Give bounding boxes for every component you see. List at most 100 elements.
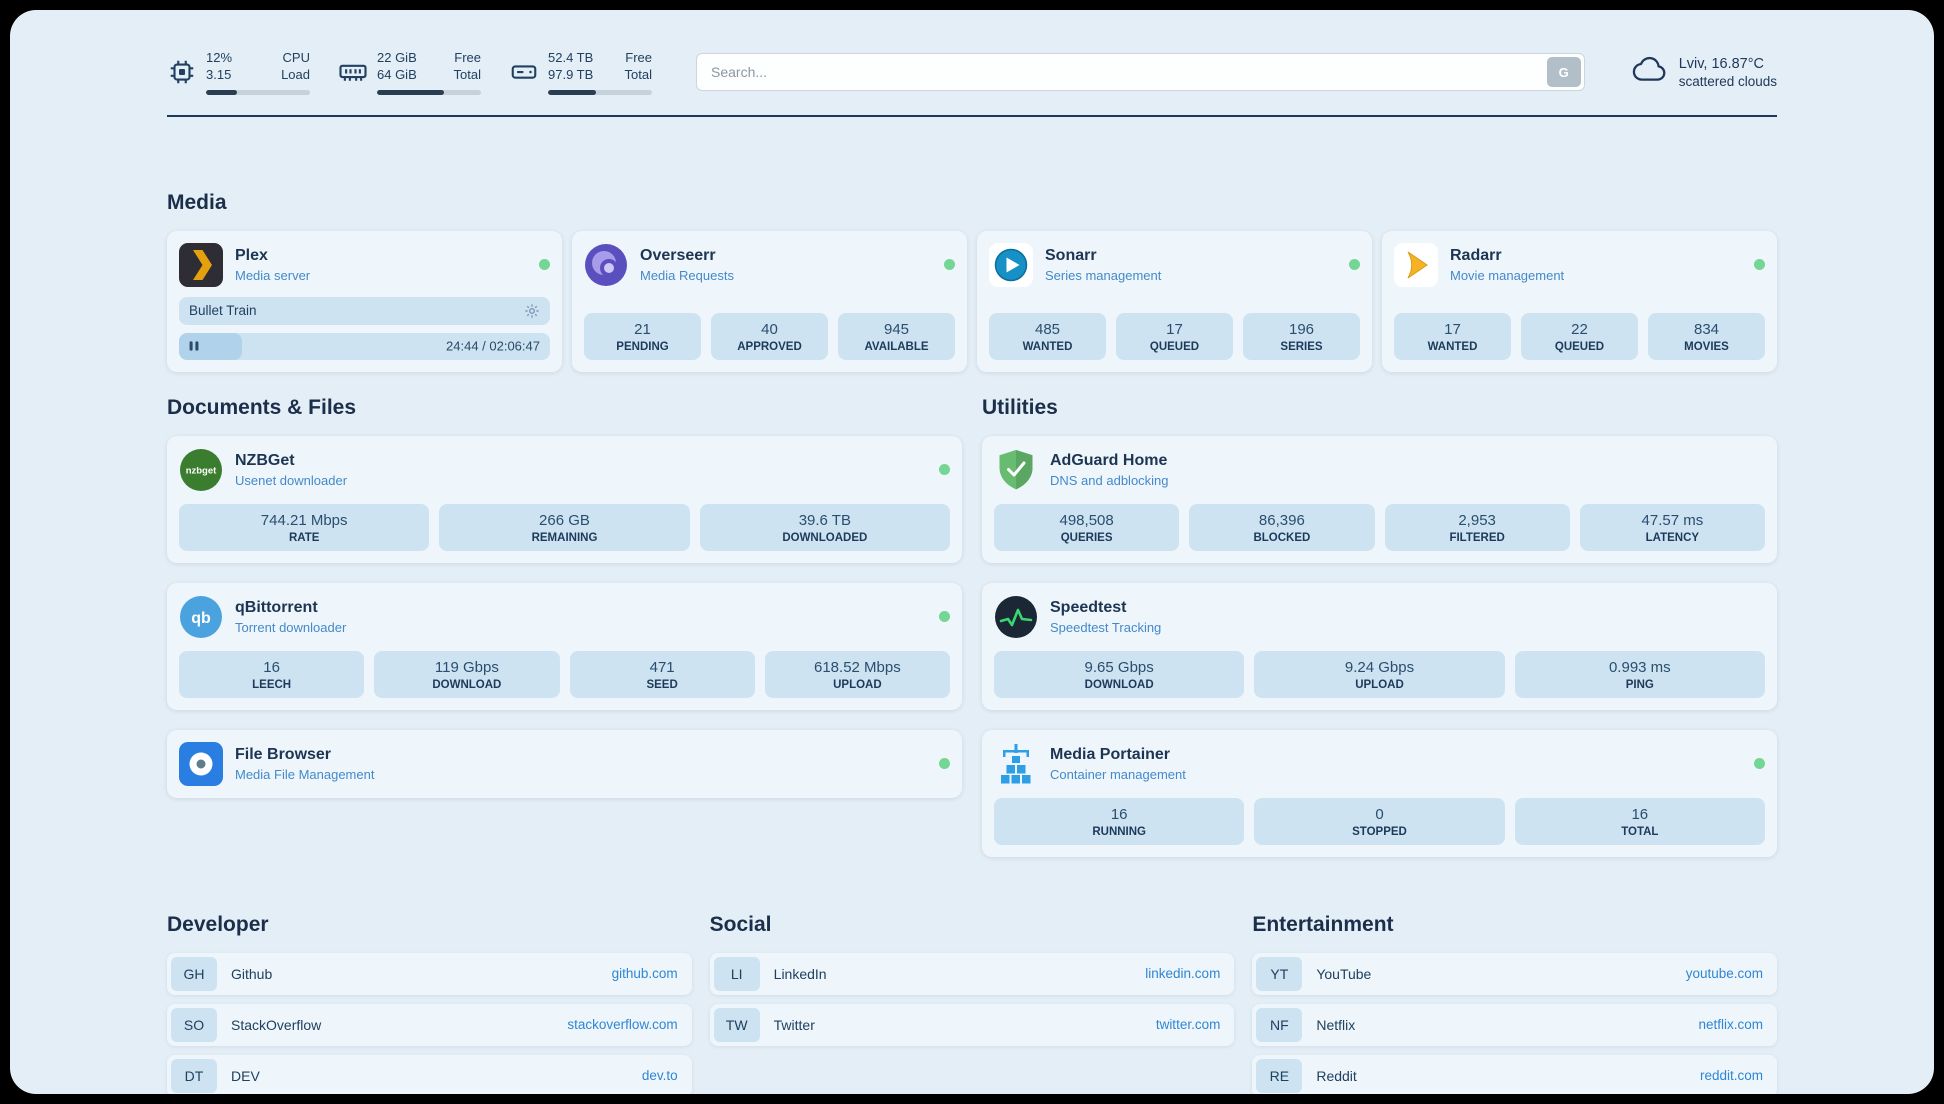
stat-value: 945 xyxy=(883,320,910,338)
adguard-card[interactable]: AdGuard Home DNS and adblocking 498,508 … xyxy=(982,435,1777,563)
speedtest-card[interactable]: Speedtest Speedtest Tracking 9.65 Gbps D… xyxy=(982,582,1777,710)
stat-value: 0 xyxy=(1375,805,1384,823)
app-title: NZBGet xyxy=(235,451,295,469)
nzbget-stats: 744.21 Mbps RATE 266 GB REMAINING 39.6 T… xyxy=(179,492,950,551)
search-provider-button[interactable]: G xyxy=(1546,57,1581,88)
bookmark-abbr: NF xyxy=(1256,1007,1303,1042)
stat-tile: 16 TOTAL xyxy=(1514,797,1765,845)
filebrowser-titles: File Browser Media File Management xyxy=(235,746,374,782)
cpu-label-top: CPU xyxy=(282,50,310,65)
adguard-stats: 498,508 QUERIES 86,396 BLOCKED 2,953 FIL… xyxy=(994,492,1765,551)
portainer-titles: Media Portainer Container management xyxy=(1050,746,1186,782)
bookmark-twitter[interactable]: TW Twitter twitter.com xyxy=(709,1003,1235,1046)
utilities-heading: Utilities xyxy=(982,395,1058,419)
top-bar: 12% 3.15 CPU Load xyxy=(167,50,1777,95)
speedtest-titles: Speedtest Speedtest Tracking xyxy=(1050,599,1161,635)
app-subtitle: Media Requests xyxy=(640,267,734,283)
gear-icon[interactable] xyxy=(524,303,540,319)
ram-label-bottom: Total xyxy=(453,66,481,82)
bookmark-name: DEV xyxy=(231,1067,260,1084)
stat-label: QUEUED xyxy=(1554,340,1605,353)
stat-value: 21 xyxy=(634,320,651,338)
pause-icon[interactable] xyxy=(187,339,201,353)
disk-widget: 52.4 TB 97.9 TB Free Total xyxy=(509,50,652,95)
app-title: Radarr xyxy=(1450,246,1502,264)
plex-icon xyxy=(179,242,223,287)
stat-value: 0.993 ms xyxy=(1608,658,1671,676)
app-title: File Browser xyxy=(235,745,332,763)
weather-location: Lviv, 16.87°C xyxy=(1678,55,1765,72)
documents-section: Documents & Files nzbget NZBGet Usenet d… xyxy=(167,396,962,798)
stat-tile: 618.52 Mbps UPLOAD xyxy=(764,650,950,698)
nzbget-icon: nzbget xyxy=(179,448,223,492)
bookmark-dev[interactable]: DT DEV dev.to xyxy=(167,1054,692,1094)
cpu-label-bottom: Load xyxy=(281,66,310,82)
bookmark-url[interactable]: dev.to xyxy=(641,1068,678,1084)
plex-progress-bar: 24:44 / 02:06:47 xyxy=(179,332,550,360)
app-subtitle: Movie management xyxy=(1450,267,1565,283)
svg-text:qb: qb xyxy=(191,610,211,627)
app-title: qBittorrent xyxy=(235,598,318,616)
stat-tile: 0.993 ms PING xyxy=(1514,650,1765,698)
bookmark-url[interactable]: twitter.com xyxy=(1155,1017,1221,1033)
sonarr-card[interactable]: Sonarr Series management 485 WANTED 17 Q… xyxy=(977,230,1372,372)
app-title: Overseerr xyxy=(640,246,716,264)
stat-value: 618.52 Mbps xyxy=(814,658,901,676)
app-title: Speedtest xyxy=(1050,598,1127,616)
bookmark-youtube[interactable]: YT YouTube youtube.com xyxy=(1252,952,1777,995)
bookmark-stackoverflow[interactable]: SO StackOverflow stackoverflow.com xyxy=(167,1003,692,1046)
utilities-section: Utilities AdGuard Home DNS and adblockin… xyxy=(982,396,1777,857)
stat-value: 485 xyxy=(1034,320,1061,338)
app-subtitle: Usenet downloader xyxy=(235,472,348,488)
bookmark-url[interactable]: stackoverflow.com xyxy=(567,1017,678,1033)
bookmark-url[interactable]: linkedin.com xyxy=(1145,966,1221,982)
ram-usage-bar xyxy=(377,89,481,95)
bookmarks-section: Developer GH Github github.com SO StackO… xyxy=(167,913,1777,1094)
app-subtitle: Speedtest Tracking xyxy=(1050,619,1162,635)
bookmark-url[interactable]: github.com xyxy=(611,966,678,982)
status-dot-online xyxy=(939,464,950,476)
stat-label: BLOCKED xyxy=(1253,531,1311,544)
radarr-card[interactable]: Radarr Movie management 17 WANTED 22 QUE… xyxy=(1382,230,1777,372)
svg-text:nzbget: nzbget xyxy=(186,465,217,476)
stat-value: 834 xyxy=(1693,320,1720,338)
search-input[interactable] xyxy=(696,53,1585,92)
status-dot-online xyxy=(1754,758,1765,770)
disk-label-top: Free xyxy=(625,50,652,65)
portainer-card[interactable]: Media Portainer Container management 16 … xyxy=(982,729,1777,857)
cpu-usage-bar xyxy=(206,89,310,95)
media-grid: Plex Media server Bullet Train xyxy=(167,230,1777,372)
bookmark-url[interactable]: youtube.com xyxy=(1685,966,1763,982)
overseerr-card[interactable]: Overseerr Media Requests 21 PENDING 40 A… xyxy=(572,230,967,372)
stat-label: QUERIES xyxy=(1060,531,1113,544)
header-divider xyxy=(167,114,1777,117)
disk-usage-bar xyxy=(548,89,652,95)
disk-free-value: 52.4 TB xyxy=(548,50,594,65)
bookmark-reddit[interactable]: RE Reddit reddit.com xyxy=(1252,1054,1777,1094)
bookmark-github[interactable]: GH Github github.com xyxy=(167,952,692,995)
filebrowser-card[interactable]: File Browser Media File Management xyxy=(167,729,962,798)
filebrowser-header: File Browser Media File Management xyxy=(179,741,950,786)
bookmark-netflix[interactable]: NF Netflix netflix.com xyxy=(1252,1003,1777,1046)
now-playing-title: Bullet Train xyxy=(189,303,257,319)
plex-card[interactable]: Plex Media server Bullet Train xyxy=(167,230,562,372)
stat-value: 9.24 Gbps xyxy=(1344,658,1415,676)
weather-condition: scattered clouds xyxy=(1678,73,1777,89)
bookmark-url[interactable]: netflix.com xyxy=(1698,1017,1763,1033)
stat-label: REMAINING xyxy=(531,531,598,544)
documents-heading: Documents & Files xyxy=(167,395,357,419)
stat-value: 47.57 ms xyxy=(1641,511,1704,529)
stat-value: 9.65 Gbps xyxy=(1084,658,1154,676)
app-title: AdGuard Home xyxy=(1050,451,1168,469)
nzbget-titles: NZBGet Usenet downloader xyxy=(235,452,347,488)
bookmark-linkedin[interactable]: LI LinkedIn linkedin.com xyxy=(709,952,1235,995)
stat-label: AVAILABLE xyxy=(864,340,929,353)
middle-columns: Documents & Files nzbget NZBGet Usenet d… xyxy=(167,396,1777,857)
status-dot-online xyxy=(944,259,955,271)
stat-label: RUNNING xyxy=(1092,825,1146,838)
qbittorrent-card[interactable]: qb qBittorrent Torrent downloader 16 LEE… xyxy=(167,582,962,710)
nzbget-card[interactable]: nzbget NZBGet Usenet downloader 744.21 M… xyxy=(167,435,962,563)
bookmark-url[interactable]: reddit.com xyxy=(1699,1068,1763,1084)
stat-tile: 16 LEECH xyxy=(179,650,365,698)
stat-value: 40 xyxy=(761,320,778,338)
